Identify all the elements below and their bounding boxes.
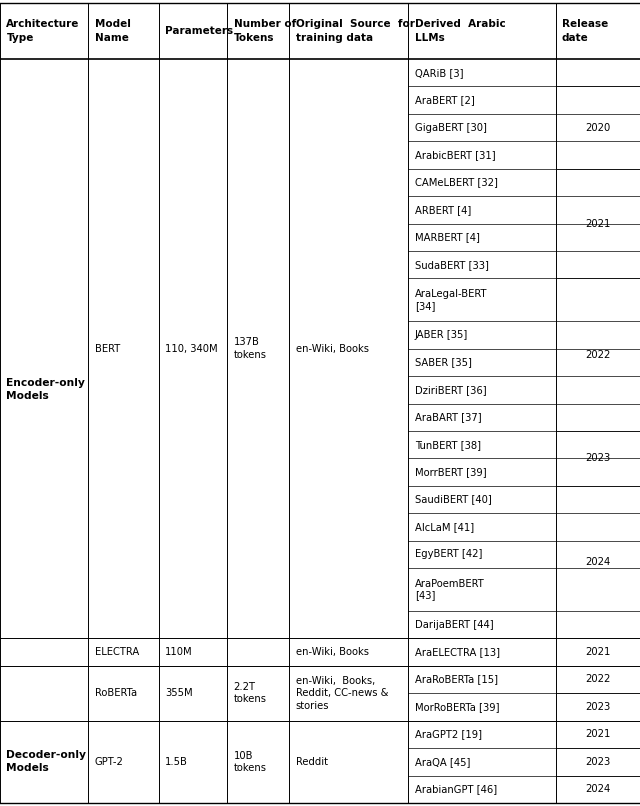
Text: Original  Source  for
training data: Original Source for training data [296, 19, 415, 43]
Text: 2020: 2020 [585, 123, 611, 132]
Text: ELECTRA: ELECTRA [95, 647, 139, 657]
Text: AraQA [45]: AraQA [45] [415, 757, 470, 767]
Text: 110M: 110M [165, 647, 193, 657]
Text: 2023: 2023 [585, 454, 611, 463]
Text: CAMeLBERT [32]: CAMeLBERT [32] [415, 177, 497, 188]
Text: Architecture
Type: Architecture Type [6, 19, 80, 43]
Text: 2021: 2021 [585, 647, 611, 657]
Text: 2024: 2024 [585, 557, 611, 567]
Text: JABER [35]: JABER [35] [415, 330, 468, 340]
Text: Derived  Arabic
LLMs: Derived Arabic LLMs [415, 19, 506, 43]
Text: 1.5B: 1.5B [165, 757, 188, 767]
Text: 2023: 2023 [585, 702, 611, 712]
Text: AraELECTRA [13]: AraELECTRA [13] [415, 647, 500, 657]
Text: GPT-2: GPT-2 [95, 757, 124, 767]
Text: MorrBERT [39]: MorrBERT [39] [415, 467, 486, 477]
Text: ArabianGPT [46]: ArabianGPT [46] [415, 784, 497, 794]
Text: SudaBERT [33]: SudaBERT [33] [415, 260, 488, 270]
Text: AraGPT2 [19]: AraGPT2 [19] [415, 729, 482, 739]
Text: Number of
Tokens: Number of Tokens [234, 19, 296, 43]
Text: QARiB [3]: QARiB [3] [415, 68, 463, 77]
Text: AlcLaM [41]: AlcLaM [41] [415, 522, 474, 532]
Text: en-Wiki,  Books,
Reddit, CC-news &
stories: en-Wiki, Books, Reddit, CC-news & storie… [296, 675, 388, 711]
Text: 2022: 2022 [585, 350, 611, 359]
Text: 2021: 2021 [585, 729, 611, 739]
Text: 2022: 2022 [585, 675, 611, 684]
Text: SABER [35]: SABER [35] [415, 357, 472, 368]
Text: EgyBERT [42]: EgyBERT [42] [415, 550, 482, 559]
Text: RoBERTa: RoBERTa [95, 688, 137, 698]
Text: en-Wiki, Books: en-Wiki, Books [296, 343, 369, 354]
Text: DziriBERT [36]: DziriBERT [36] [415, 384, 486, 395]
Text: Decoder-only
Models: Decoder-only Models [6, 750, 86, 774]
Text: Release
date: Release date [562, 19, 608, 43]
Text: AraBERT [2]: AraBERT [2] [415, 95, 474, 105]
Text: AraBART [37]: AraBART [37] [415, 412, 481, 422]
Text: 137B
tokens: 137B tokens [234, 338, 267, 359]
Text: DarijaBERT [44]: DarijaBERT [44] [415, 620, 493, 629]
Text: Reddit: Reddit [296, 757, 328, 767]
Text: Model
Name: Model Name [95, 19, 131, 43]
Text: TunBERT [38]: TunBERT [38] [415, 440, 481, 450]
Text: 2024: 2024 [585, 784, 611, 794]
Text: ArabicBERT [31]: ArabicBERT [31] [415, 150, 495, 160]
Text: BERT: BERT [95, 343, 120, 354]
Text: 2023: 2023 [585, 757, 611, 767]
Text: en-Wiki, Books: en-Wiki, Books [296, 647, 369, 657]
Text: AraLegal-BERT
[34]: AraLegal-BERT [34] [415, 289, 487, 310]
Text: SaudiBERT [40]: SaudiBERT [40] [415, 495, 492, 505]
Text: Encoder-only
Models: Encoder-only Models [6, 378, 85, 401]
Text: Parameters: Parameters [165, 26, 233, 36]
Text: 10B
tokens: 10B tokens [234, 750, 267, 773]
Text: GigaBERT [30]: GigaBERT [30] [415, 123, 486, 132]
Text: 2.2T
tokens: 2.2T tokens [234, 682, 267, 704]
Text: MorRoBERTa [39]: MorRoBERTa [39] [415, 702, 499, 712]
Text: AraRoBERTa [15]: AraRoBERTa [15] [415, 675, 498, 684]
Text: MARBERT [4]: MARBERT [4] [415, 232, 479, 243]
Text: 110, 340M: 110, 340M [165, 343, 218, 354]
Text: 2021: 2021 [585, 218, 611, 229]
Text: AraPoemBERT
[43]: AraPoemBERT [43] [415, 579, 484, 600]
Text: 355M: 355M [165, 688, 193, 698]
Text: ARBERT [4]: ARBERT [4] [415, 205, 471, 215]
